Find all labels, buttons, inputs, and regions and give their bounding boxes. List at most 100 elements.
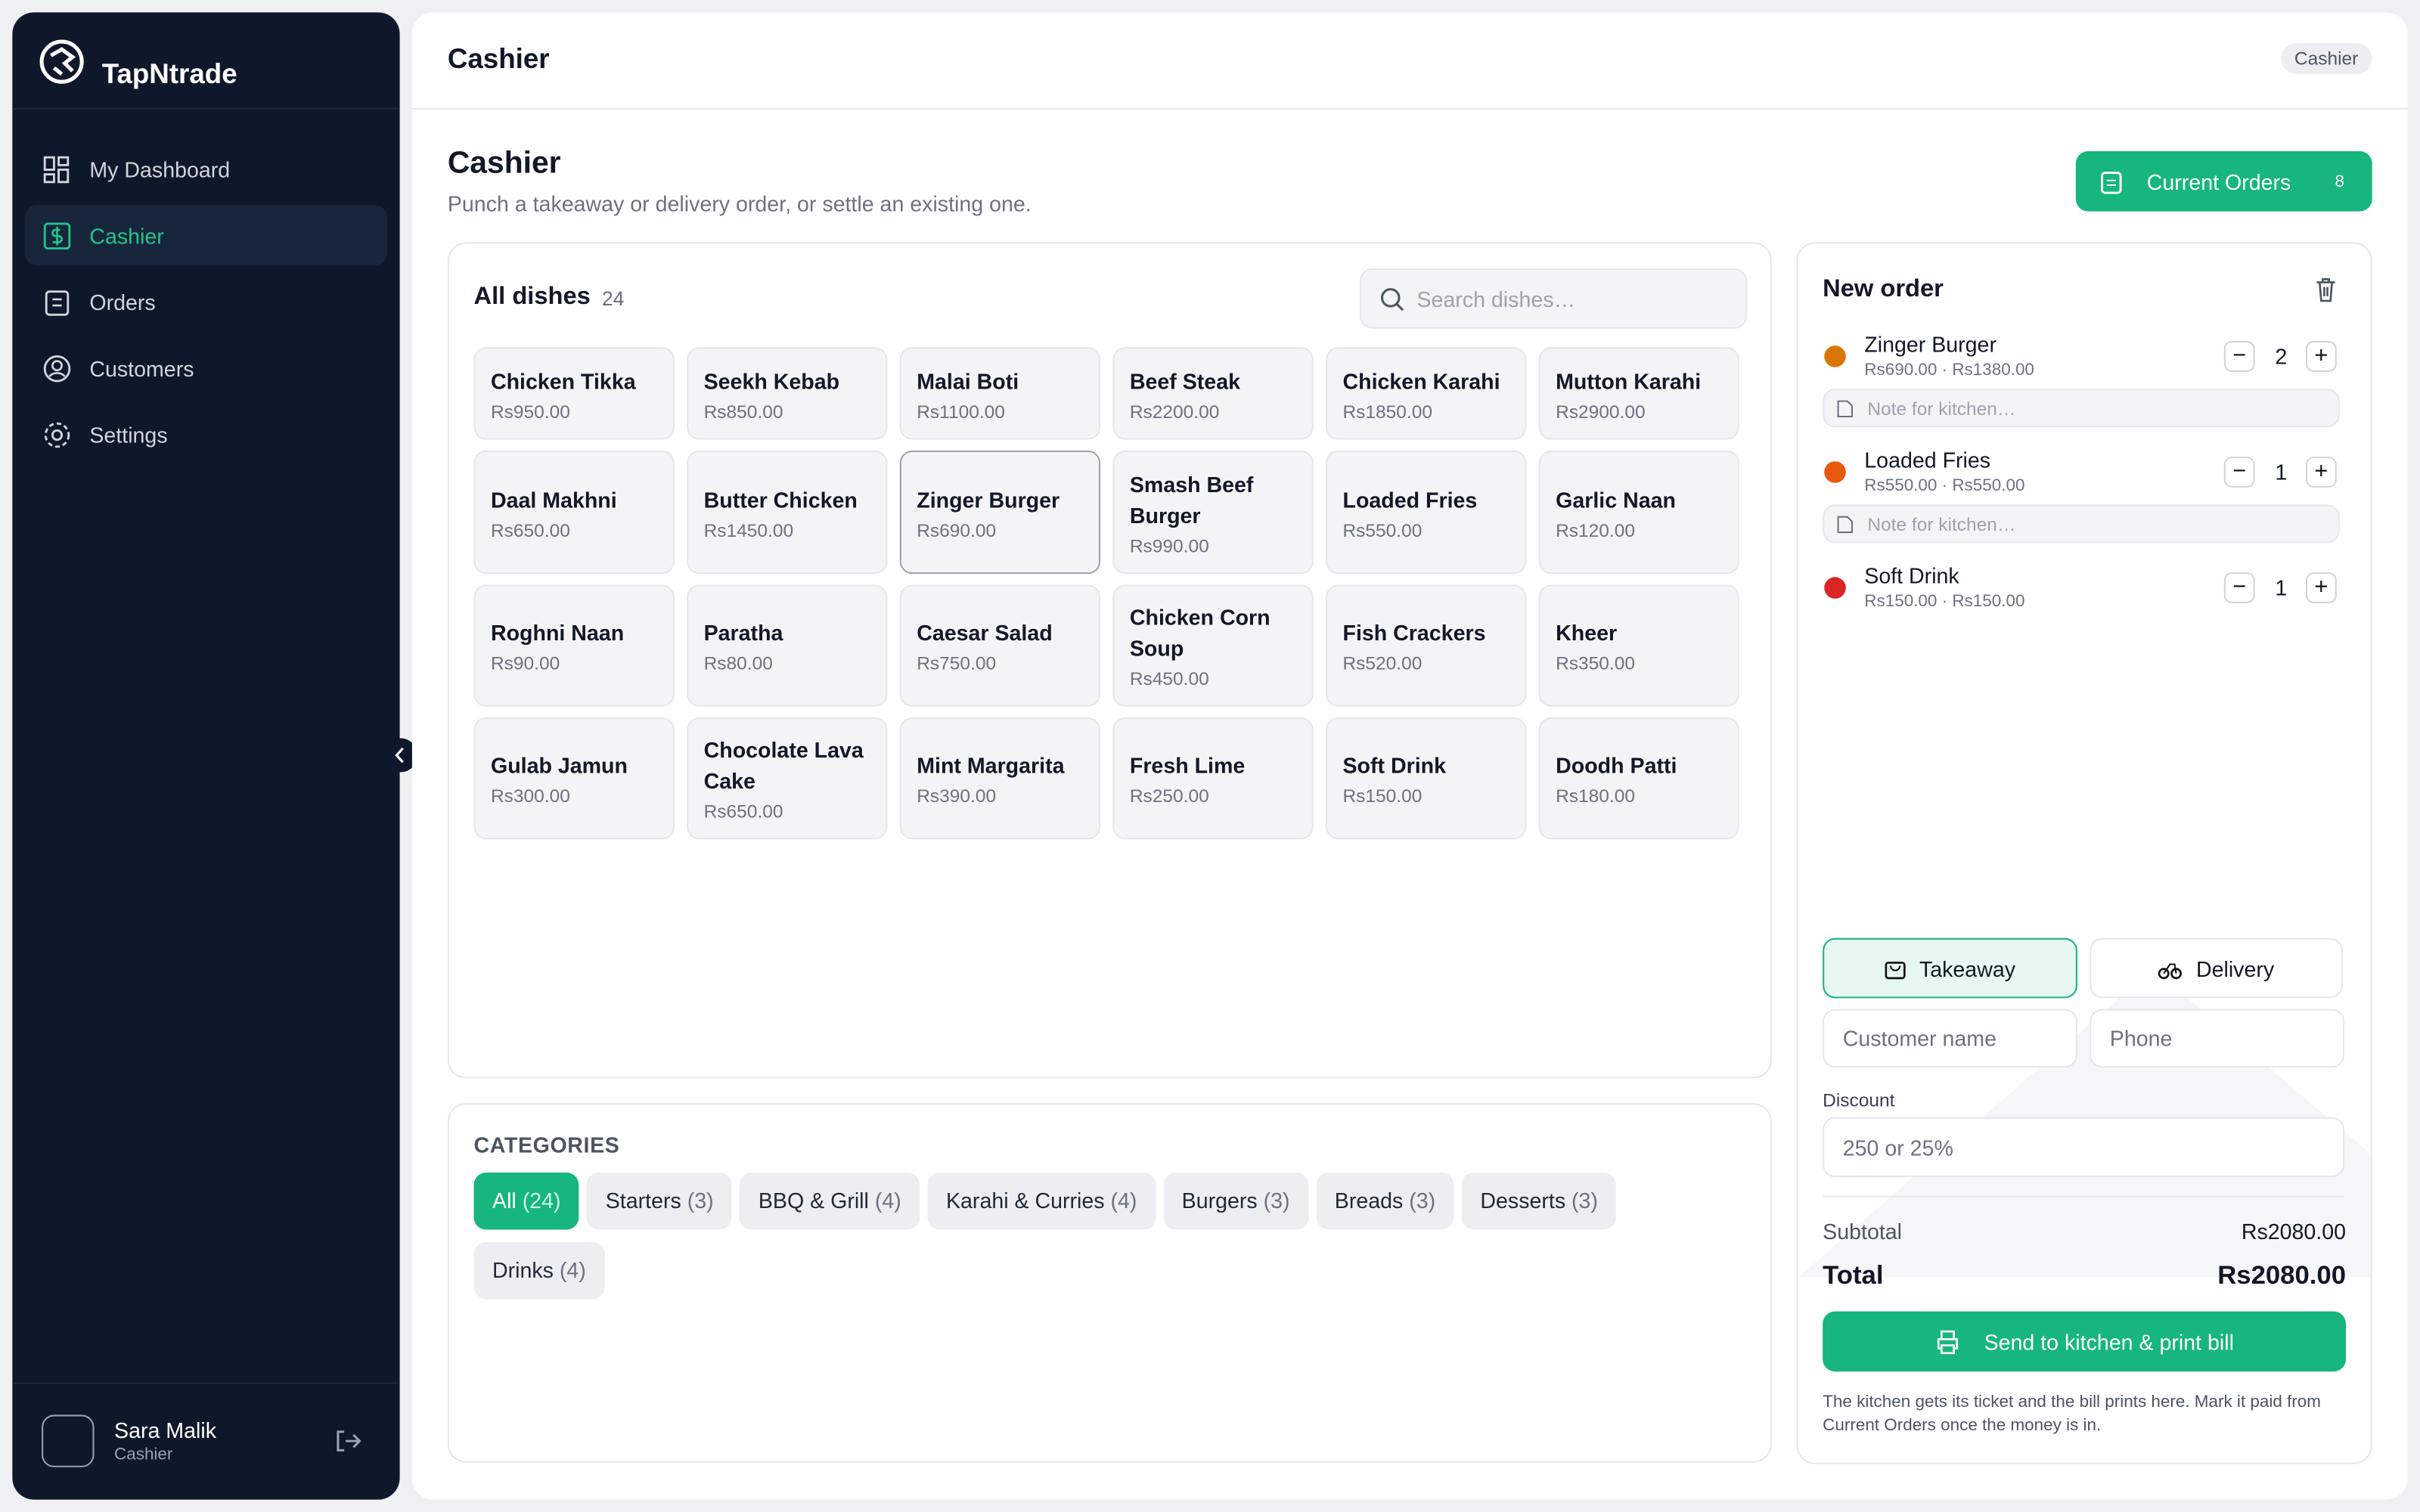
dish-card[interactable]: Fish Crackers Rs520.00 [1326, 584, 1527, 707]
category-chip[interactable]: BBQ & Grill (4) [740, 1173, 920, 1230]
order-panel: New order Zinger Burger Rs690.00 · Rs1380… [1796, 242, 2372, 1464]
dish-card[interactable]: Roghni Naan Rs90.00 [473, 584, 675, 707]
dish-price: Rs850.00 [703, 400, 783, 423]
logo [39, 39, 84, 84]
dish-card[interactable]: Zinger Burger Rs690.00 [899, 450, 1101, 575]
dish-name: Mutton Karahi [1556, 367, 1702, 393]
avatar [42, 1414, 95, 1467]
placeholder: 250 or 25% [1842, 1135, 1953, 1160]
dish-card[interactable]: Fresh Lime Rs250.00 [1112, 717, 1314, 840]
dish-name: Soft Drink [1342, 752, 1447, 778]
nav-item[interactable]: Cashier [24, 205, 388, 266]
dish-name: Beef Steak [1129, 367, 1240, 393]
increase[interactable]: + [2305, 572, 2337, 603]
increase[interactable]: + [2305, 457, 2337, 488]
dish-card[interactable]: Chicken Tikka Rs950.00 [473, 347, 675, 440]
dish-card[interactable]: Garlic Naan Rs120.00 [1538, 450, 1739, 575]
nav-item[interactable]: Customers [25, 338, 388, 398]
dish-card[interactable]: Paratha Rs80.00 [687, 584, 888, 707]
page-title: Cashier [447, 146, 561, 181]
clear-order[interactable] [2315, 277, 2337, 302]
dish-card[interactable]: Butter Chicken Rs1450.00 [687, 450, 888, 575]
dish-name: Daal Makhni [490, 486, 617, 512]
decrease[interactable]: − [2223, 572, 2255, 603]
category-count: (3) [1571, 1188, 1598, 1213]
subtotal: Rs2080.00 [2241, 1219, 2347, 1244]
dish-price: Rs990.00 [1129, 534, 1209, 556]
dish-price: Rs350.00 [1556, 652, 1635, 674]
logout[interactable] [334, 1427, 361, 1455]
decrease[interactable]: − [2223, 341, 2255, 372]
dish-name: Mint Margarita [917, 752, 1065, 778]
main: Cashier Cashier Cashier Punch a takeaway… [411, 12, 2408, 1500]
dishes-count: 24 [601, 287, 625, 311]
item-icon [1824, 461, 1846, 483]
dish-card[interactable]: Smash Beef Burger Rs990.00 [1112, 450, 1314, 575]
kitchen-note[interactable]: Note for kitchen… [1823, 504, 2340, 544]
submit-button[interactable]: Send to kitchen & print bill [1823, 1311, 2347, 1372]
delivery-button[interactable]: Delivery [2089, 937, 2343, 999]
category-chip[interactable]: Desserts (3) [1461, 1173, 1617, 1230]
categories-panel: CATEGORIES All (24) Starters (3) BBQ & Gri… [447, 1103, 1772, 1463]
dish-card[interactable]: Loaded Fries Rs550.00 [1326, 450, 1527, 575]
dish-card[interactable]: Gulab Jamun Rs300.00 [473, 717, 675, 840]
discount-label: Discount [1823, 1089, 1895, 1111]
category-name: Drinks [492, 1257, 554, 1282]
category-chip[interactable]: Burgers (3) [1163, 1173, 1309, 1230]
dish-name: Chicken Tikka [490, 367, 636, 393]
dish-price: Rs80.00 [703, 652, 773, 674]
nav-item[interactable]: Settings [25, 404, 388, 465]
dish-name: Chicken Corn Soup [1129, 604, 1270, 661]
dish-card[interactable]: Mutton Karahi Rs2900.00 [1538, 347, 1739, 440]
item-name: Soft Drink [1864, 562, 1959, 588]
nav-item[interactable]: Orders [25, 271, 388, 332]
dish-card[interactable]: Kheer Rs350.00 [1538, 584, 1739, 707]
discount[interactable]: 250 or 25% [1823, 1117, 2344, 1178]
dish-card[interactable]: Caesar Salad Rs750.00 [899, 584, 1101, 707]
item-prices: Rs690.00 · Rs1380.00 [1864, 361, 2034, 380]
dish-price: Rs950.00 [490, 400, 570, 423]
dish-name: Fresh Lime [1129, 752, 1246, 778]
dish-price: Rs300.00 [490, 785, 570, 807]
category-chip[interactable]: All (24) [473, 1173, 580, 1230]
search[interactable]: Search dishes… [1359, 268, 1748, 329]
current-orders-button[interactable]: Current Orders 8 [2075, 150, 2372, 212]
dish-price: Rs450.00 [1129, 668, 1209, 690]
dish-price: Rs1100.00 [917, 400, 1005, 423]
dish-card[interactable]: Mint Margarita Rs390.00 [899, 717, 1101, 840]
phone[interactable]: Phone [2090, 1009, 2344, 1068]
dish-card[interactable]: Seekh Kebab Rs850.00 [687, 347, 888, 440]
item-name: Zinger Burger [1864, 331, 1996, 357]
nav-item[interactable]: My Dashboard [25, 139, 388, 200]
dish-card[interactable]: Chocolate Lava Cake Rs650.00 [687, 717, 888, 840]
dish-card[interactable]: Soft Drink Rs150.00 [1326, 717, 1527, 840]
dish-card[interactable]: Chicken Corn Soup Rs450.00 [1112, 584, 1314, 707]
increase[interactable]: + [2305, 341, 2337, 372]
dish-name: Butter Chicken [703, 486, 858, 512]
nav-label: My Dashboard [89, 156, 231, 181]
collapse-button[interactable] [383, 738, 418, 773]
dish-name: Paratha [703, 620, 783, 646]
dish-card[interactable]: Doodh Patti Rs180.00 [1538, 717, 1739, 840]
item-prices: Rs550.00 · Rs550.00 [1864, 476, 2025, 496]
category-count: (4) [1110, 1188, 1137, 1213]
dish-price: Rs690.00 [917, 519, 997, 541]
customer-name[interactable]: Customer name [1823, 1009, 2077, 1068]
category-chip[interactable]: Starters (3) [587, 1173, 733, 1230]
dish-card[interactable]: Malai Boti Rs1100.00 [899, 347, 1101, 440]
category-chip[interactable]: Karahi & Curries (4) [927, 1173, 1156, 1230]
item-icon [1824, 345, 1846, 367]
dish-name: Seekh Kebab [703, 367, 840, 393]
takeaway-button[interactable]: Takeaway [1823, 937, 2077, 999]
kitchen-note[interactable]: Note for kitchen… [1823, 389, 2340, 428]
dish-card[interactable]: Beef Steak Rs2200.00 [1112, 347, 1314, 440]
category-name: Desserts [1480, 1188, 1566, 1213]
category-chip[interactable]: Drinks (4) [473, 1241, 605, 1300]
dish-card[interactable]: Daal Makhni Rs650.00 [473, 450, 675, 575]
dish-card[interactable]: Chicken Karahi Rs1850.00 [1326, 347, 1527, 440]
dish-name: Zinger Burger [917, 486, 1060, 512]
decrease[interactable]: − [2223, 457, 2255, 488]
dish-price: Rs750.00 [917, 652, 997, 674]
category-chip[interactable]: Breads (3) [1316, 1173, 1454, 1230]
